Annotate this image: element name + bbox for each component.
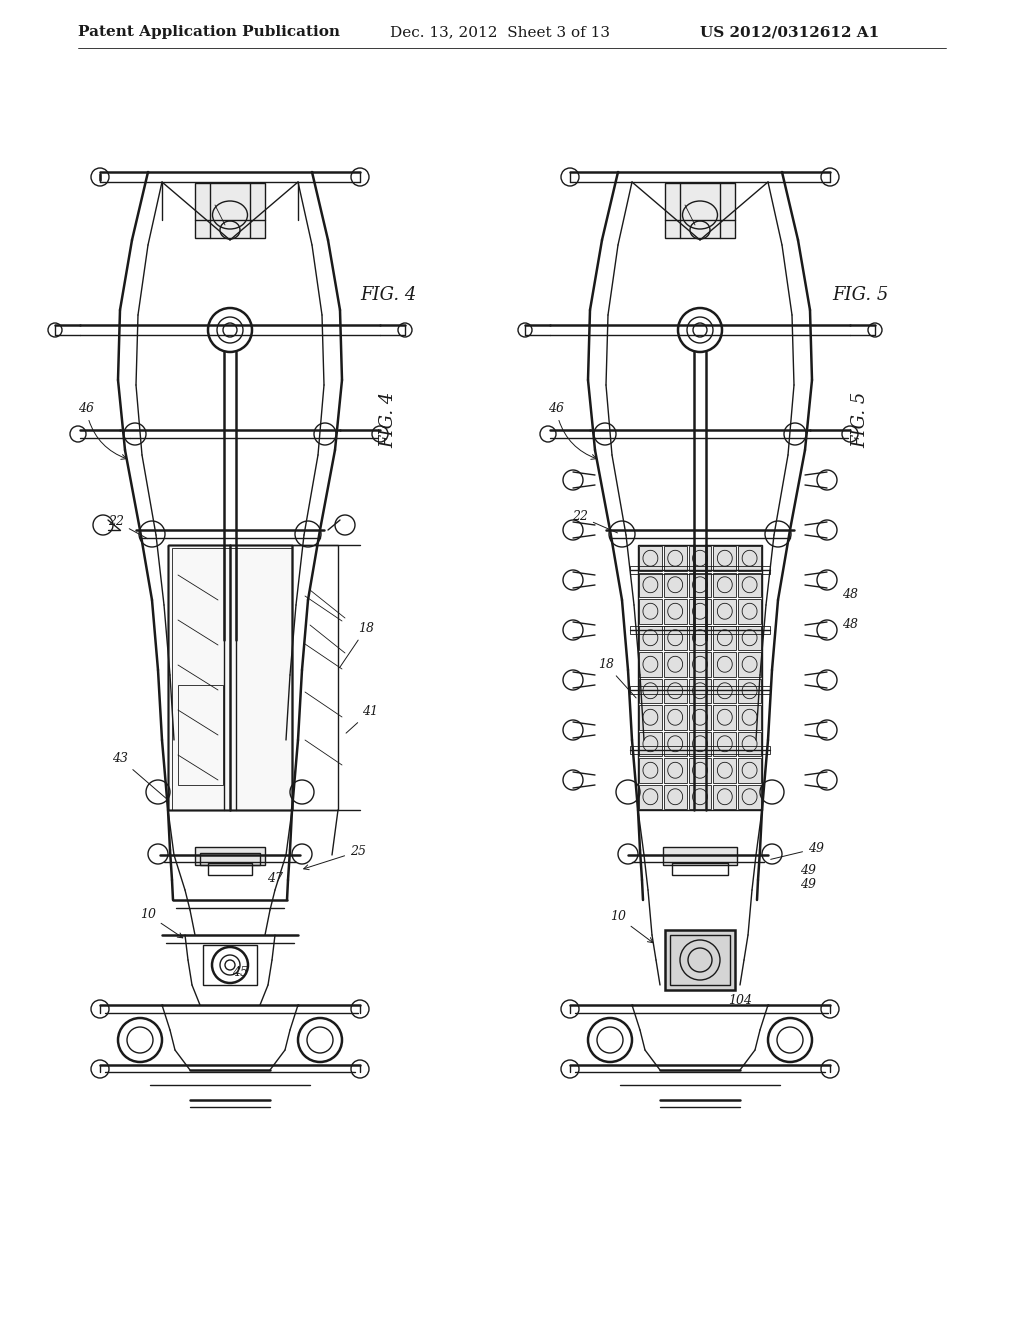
Bar bbox=[664, 758, 687, 783]
Bar bbox=[195, 847, 265, 865]
Bar bbox=[172, 548, 292, 810]
Bar bbox=[688, 599, 712, 623]
Bar bbox=[738, 573, 761, 597]
Text: 49: 49 bbox=[771, 842, 824, 859]
Bar bbox=[738, 678, 761, 704]
Bar bbox=[664, 626, 687, 649]
Bar bbox=[639, 546, 662, 570]
Bar bbox=[714, 652, 736, 676]
Bar bbox=[168, 545, 292, 810]
Bar bbox=[203, 945, 257, 985]
Text: Dec. 13, 2012  Sheet 3 of 13: Dec. 13, 2012 Sheet 3 of 13 bbox=[390, 25, 610, 40]
Bar bbox=[639, 784, 662, 809]
Text: 22: 22 bbox=[108, 515, 147, 539]
Text: 48: 48 bbox=[842, 619, 858, 631]
Text: 45: 45 bbox=[232, 965, 248, 978]
Bar bbox=[688, 731, 712, 756]
Bar bbox=[738, 731, 761, 756]
Bar bbox=[664, 652, 687, 676]
Bar bbox=[688, 652, 712, 676]
Text: 104: 104 bbox=[728, 994, 752, 1006]
Bar bbox=[664, 678, 687, 704]
Bar bbox=[714, 573, 736, 597]
Bar bbox=[738, 758, 761, 783]
Text: 10: 10 bbox=[610, 909, 653, 942]
Bar bbox=[630, 626, 770, 634]
Text: FIG. 4: FIG. 4 bbox=[379, 392, 397, 449]
Text: 49: 49 bbox=[800, 879, 816, 891]
Text: 49: 49 bbox=[800, 863, 816, 876]
Bar bbox=[738, 599, 761, 623]
Bar bbox=[664, 573, 687, 597]
Text: 25: 25 bbox=[304, 845, 366, 870]
Bar bbox=[670, 935, 730, 985]
Bar bbox=[639, 573, 662, 597]
Bar bbox=[663, 847, 737, 865]
Bar bbox=[664, 546, 687, 570]
Text: FIG. 4: FIG. 4 bbox=[359, 286, 416, 304]
Bar bbox=[664, 784, 687, 809]
Bar bbox=[638, 545, 762, 810]
Bar bbox=[168, 545, 292, 810]
Bar bbox=[714, 705, 736, 730]
Bar bbox=[178, 685, 223, 785]
Text: US 2012/0312612 A1: US 2012/0312612 A1 bbox=[700, 25, 880, 40]
Bar bbox=[664, 731, 687, 756]
Bar bbox=[664, 705, 687, 730]
Bar bbox=[714, 731, 736, 756]
Bar bbox=[688, 705, 712, 730]
Bar bbox=[639, 731, 662, 756]
Bar bbox=[630, 686, 770, 694]
Bar bbox=[688, 784, 712, 809]
Bar bbox=[665, 931, 735, 990]
Text: 18: 18 bbox=[340, 622, 374, 668]
Text: FIG. 5: FIG. 5 bbox=[831, 286, 888, 304]
Bar bbox=[168, 545, 292, 810]
Bar bbox=[665, 183, 735, 238]
Text: 46: 46 bbox=[548, 403, 596, 459]
Text: 22: 22 bbox=[572, 510, 617, 533]
Text: Patent Application Publication: Patent Application Publication bbox=[78, 25, 340, 40]
Bar bbox=[208, 863, 252, 875]
Bar bbox=[195, 183, 265, 238]
Bar bbox=[639, 652, 662, 676]
Bar bbox=[714, 678, 736, 704]
Bar bbox=[738, 652, 761, 676]
Bar bbox=[630, 746, 770, 754]
Bar bbox=[714, 626, 736, 649]
Text: 18: 18 bbox=[598, 657, 636, 698]
Bar bbox=[200, 853, 260, 865]
Bar bbox=[738, 705, 761, 730]
Bar bbox=[738, 546, 761, 570]
Bar bbox=[630, 566, 770, 574]
Bar bbox=[664, 599, 687, 623]
Bar bbox=[738, 626, 761, 649]
Text: 47: 47 bbox=[267, 871, 283, 884]
Bar bbox=[714, 758, 736, 783]
Bar bbox=[714, 546, 736, 570]
Bar bbox=[688, 626, 712, 649]
Text: 48: 48 bbox=[842, 589, 858, 602]
Bar bbox=[714, 599, 736, 623]
Bar bbox=[168, 545, 338, 810]
Text: FIG. 5: FIG. 5 bbox=[851, 392, 869, 449]
Bar bbox=[738, 784, 761, 809]
Text: 41: 41 bbox=[346, 705, 378, 733]
Bar bbox=[639, 758, 662, 783]
Bar bbox=[639, 678, 662, 704]
Text: 43: 43 bbox=[112, 752, 166, 799]
Bar bbox=[688, 546, 712, 570]
Bar bbox=[639, 626, 662, 649]
Text: 46: 46 bbox=[78, 403, 126, 459]
Bar bbox=[688, 678, 712, 704]
Text: 10: 10 bbox=[140, 908, 183, 937]
Bar bbox=[688, 573, 712, 597]
Bar bbox=[639, 705, 662, 730]
Bar bbox=[688, 758, 712, 783]
Bar bbox=[714, 784, 736, 809]
Bar bbox=[639, 599, 662, 623]
Bar bbox=[672, 863, 728, 875]
